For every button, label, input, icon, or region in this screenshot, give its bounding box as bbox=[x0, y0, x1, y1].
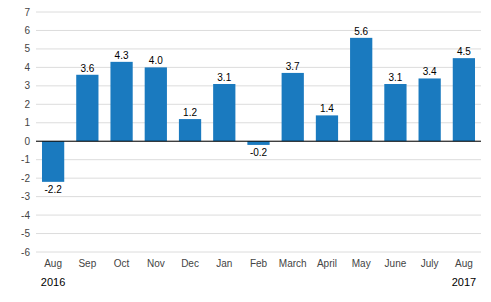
grid-line bbox=[36, 141, 481, 142]
y-tick-label: -1 bbox=[21, 154, 30, 165]
grid-line bbox=[36, 196, 481, 197]
x-tick-label: March bbox=[279, 258, 307, 269]
grid-line bbox=[36, 104, 481, 105]
bar bbox=[453, 58, 475, 141]
grid-line bbox=[36, 159, 481, 160]
data-label: 4.5 bbox=[457, 46, 471, 57]
chart-svg: -6-5-4-3-2-101234567-2.23.64.34.01.23.1-… bbox=[0, 0, 491, 302]
year-label: 2017 bbox=[452, 276, 476, 288]
y-tick-label: 3 bbox=[24, 80, 30, 91]
data-label: 4.3 bbox=[115, 50, 129, 61]
data-label: 3.4 bbox=[423, 66, 437, 77]
bar bbox=[350, 38, 372, 141]
bar bbox=[419, 78, 441, 141]
grid bbox=[36, 12, 481, 252]
grid-line bbox=[36, 12, 481, 13]
data-label: 3.1 bbox=[388, 72, 402, 83]
y-tick-label: 2 bbox=[24, 99, 30, 110]
x-tick-label: Oct bbox=[114, 258, 130, 269]
y-tick-label: -3 bbox=[21, 191, 30, 202]
y-tick-label: -6 bbox=[21, 247, 30, 258]
bar bbox=[384, 84, 406, 141]
grid-line bbox=[36, 215, 481, 216]
y-tick-label: 4 bbox=[24, 62, 30, 73]
data-label: 1.4 bbox=[320, 103, 334, 114]
bar bbox=[145, 67, 167, 141]
x-tick-label: Sep bbox=[78, 258, 96, 269]
data-label: 5.6 bbox=[354, 26, 368, 37]
grid-line bbox=[36, 178, 481, 179]
data-label: 3.7 bbox=[286, 61, 300, 72]
data-label: 3.6 bbox=[80, 63, 94, 74]
chart-container: -6-5-4-3-2-101234567-2.23.64.34.01.23.1-… bbox=[0, 0, 491, 302]
x-tick-label: Dec bbox=[181, 258, 199, 269]
x-tick-label: April bbox=[317, 258, 337, 269]
annotations: 2016 2017 bbox=[41, 276, 476, 288]
x-tick-label: Jan bbox=[216, 258, 232, 269]
y-axis: -6 -5 -4 -3 -2 -1 0 1 2 3 4 5 6 7 bbox=[21, 7, 30, 258]
y-tick-label: 7 bbox=[24, 7, 30, 18]
bar bbox=[179, 119, 201, 141]
y-tick-label: 6 bbox=[24, 25, 30, 36]
bar bbox=[247, 141, 269, 145]
year-label: 2016 bbox=[41, 276, 65, 288]
x-tick-label: Aug bbox=[455, 258, 473, 269]
x-tick-label: Feb bbox=[250, 258, 268, 269]
x-tick-label: July bbox=[421, 258, 439, 269]
bar bbox=[42, 141, 64, 182]
x-tick-label: Nov bbox=[147, 258, 165, 269]
x-tick-label: June bbox=[385, 258, 407, 269]
data-label: 4.0 bbox=[149, 55, 163, 66]
y-tick-label: -2 bbox=[21, 173, 30, 184]
grid-line bbox=[36, 67, 481, 68]
bars bbox=[42, 38, 475, 182]
bar bbox=[282, 73, 304, 141]
bar bbox=[213, 84, 235, 141]
y-tick-label: 5 bbox=[24, 43, 30, 54]
data-label: -2.2 bbox=[44, 184, 62, 195]
zero-line bbox=[36, 141, 481, 142]
grid-line bbox=[36, 122, 481, 123]
grid-line bbox=[36, 252, 481, 253]
y-tick-label: -4 bbox=[21, 210, 30, 221]
y-tick-label: -5 bbox=[21, 228, 30, 239]
data-label: -0.2 bbox=[250, 147, 268, 158]
bar bbox=[76, 75, 98, 141]
y-tick-label: 0 bbox=[24, 136, 30, 147]
bar bbox=[316, 115, 338, 141]
data-label: 1.2 bbox=[183, 107, 197, 118]
bar bbox=[110, 62, 132, 141]
grid-line bbox=[36, 85, 481, 86]
x-axis: Aug Sep Oct Nov Dec Jan Feb March April May June Ju… bbox=[44, 258, 473, 269]
x-tick-label: Aug bbox=[44, 258, 62, 269]
grid-line bbox=[36, 233, 481, 234]
grid-line bbox=[36, 30, 481, 31]
grid-line bbox=[36, 48, 481, 49]
data-label: 3.1 bbox=[217, 72, 231, 83]
y-tick-label: 1 bbox=[24, 117, 30, 128]
data-labels: -2.2 3.6 4.3 4.0 1.2 3.1 -0.2 3.7 1.4 5.6 3.1 3.4 4.… bbox=[44, 26, 471, 195]
x-tick-label: May bbox=[352, 258, 371, 269]
